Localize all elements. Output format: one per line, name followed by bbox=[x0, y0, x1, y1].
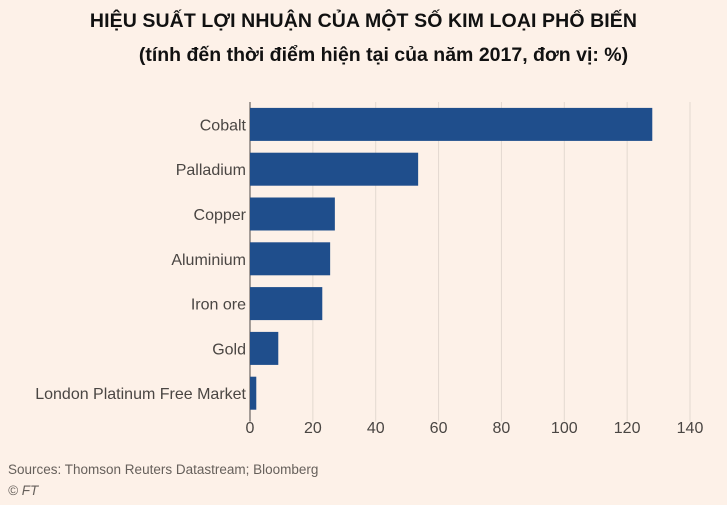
bar-gold bbox=[250, 331, 279, 365]
category-label: Palladium bbox=[176, 162, 246, 179]
category-label: London Platinum Free Market bbox=[35, 386, 246, 403]
bars bbox=[250, 107, 653, 410]
bar-cobalt bbox=[250, 107, 653, 141]
chart-title: HIỆU SUẤT LỢI NHUẬN CỦA MỘT SỐ KIM LOẠI … bbox=[89, 10, 638, 32]
bar-palladium bbox=[250, 152, 419, 186]
category-labels: Cobalt Palladium Copper Aluminium Iron ore Go… bbox=[35, 117, 246, 403]
x-tick-label: 120 bbox=[614, 420, 641, 437]
bar-iron-ore bbox=[250, 287, 323, 321]
x-tick-label: 20 bbox=[304, 420, 322, 437]
bar-london-platinum-free-market bbox=[250, 376, 257, 410]
category-label: Aluminium bbox=[171, 252, 246, 269]
category-label: Copper bbox=[194, 207, 247, 224]
x-tick-label: 0 bbox=[246, 420, 255, 437]
x-axis-ticks: 0 20 40 60 80 100 120 140 bbox=[246, 420, 704, 437]
category-label: Gold bbox=[212, 341, 246, 358]
x-tick-label: 140 bbox=[677, 420, 704, 437]
source-note: Sources: Thomson Reuters Datastream; Blo… bbox=[8, 462, 319, 477]
x-tick-label: 80 bbox=[493, 420, 511, 437]
bar-copper bbox=[250, 197, 335, 231]
x-tick-label: 100 bbox=[551, 420, 578, 437]
credit-note: © FT bbox=[8, 483, 39, 498]
category-label: Cobalt bbox=[200, 117, 247, 134]
chart-subtitle: (tính đến thời điểm hiện tại của năm 201… bbox=[138, 44, 629, 66]
x-tick-label: 40 bbox=[367, 420, 385, 437]
x-tick-label: 60 bbox=[430, 420, 448, 437]
category-label: Iron ore bbox=[191, 297, 246, 314]
bar-aluminium bbox=[250, 242, 331, 276]
bar-chart: Cobalt Palladium Copper Aluminium Iron ore Go… bbox=[35, 102, 704, 437]
